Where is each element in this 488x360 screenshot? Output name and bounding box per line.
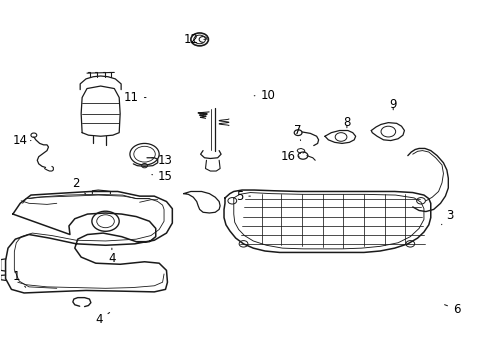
Text: 3: 3 (441, 210, 453, 225)
Text: 12: 12 (183, 33, 204, 46)
Text: 6: 6 (444, 303, 459, 316)
Text: 8: 8 (343, 116, 350, 129)
Text: 14: 14 (13, 134, 31, 147)
Text: 13: 13 (152, 154, 173, 167)
Text: 10: 10 (254, 89, 275, 102)
Text: 1: 1 (13, 270, 25, 287)
Text: 4: 4 (95, 312, 109, 327)
Text: 5: 5 (235, 190, 250, 203)
Text: 11: 11 (123, 91, 146, 104)
Text: 2: 2 (72, 177, 85, 194)
Text: 15: 15 (152, 170, 173, 183)
Text: 16: 16 (280, 150, 299, 163)
Text: 7: 7 (294, 124, 301, 140)
Text: 4: 4 (108, 248, 115, 265)
Text: 9: 9 (388, 98, 396, 111)
